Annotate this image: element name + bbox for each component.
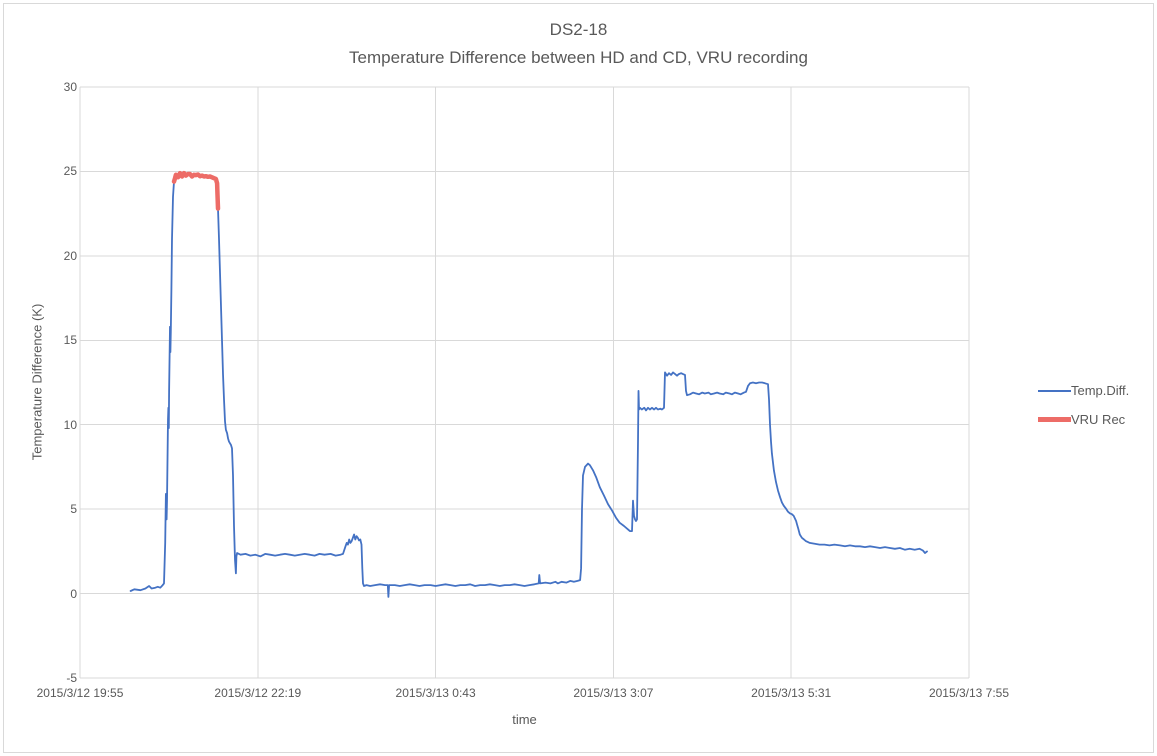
x-tick-label: 2015/3/12 19:55 <box>36 686 124 700</box>
y-tick-label: 15 <box>63 333 77 348</box>
x-tick-label: 2015/3/13 5:31 <box>751 686 832 700</box>
legend-entry-temp-diff[interactable]: Temp.Diff. <box>1038 383 1129 398</box>
chart-subtitle: Temperature Difference between HD and CD… <box>349 48 808 67</box>
x-tick-label: 2015/3/13 7:55 <box>928 686 1010 700</box>
legend-entry-vru-rec[interactable]: VRU Rec <box>1038 412 1129 427</box>
x-axis-title: time <box>512 712 537 727</box>
series-line-vru-rec[interactable] <box>171 170 221 211</box>
chart-title: DS2-18 <box>549 20 608 39</box>
series-group <box>129 170 928 598</box>
chart-title-block: DS2-18 Temperature Difference between HD… <box>0 16 1157 72</box>
y-tick-label: 30 <box>63 80 77 94</box>
y-tick-label: 10 <box>63 417 77 432</box>
y-tick-label: -5 <box>66 671 77 685</box>
y-tick-label: 25 <box>63 164 77 179</box>
legend-label-temp-diff: Temp.Diff. <box>1071 383 1130 398</box>
legend-line-swatch-temp-diff <box>1038 389 1071 392</box>
y-tick-label: 0 <box>70 586 77 601</box>
y-tick-label: 20 <box>63 248 77 263</box>
x-tick-label: 2015/3/13 0:43 <box>395 686 476 700</box>
legend-label-vru-rec: VRU Rec <box>1071 412 1126 427</box>
y-axis-title: Temperature Difference (K) <box>29 303 45 461</box>
series-line-temp-diff[interactable] <box>129 172 928 598</box>
legend: Temp.Diff. VRU Rec <box>1038 383 1129 427</box>
legend-line-swatch-vru-rec <box>1038 417 1071 422</box>
y-tick-label: 5 <box>70 502 77 517</box>
plot-area <box>79 86 970 679</box>
gridlines <box>79 86 970 679</box>
x-tick-label: 2015/3/12 22:19 <box>214 686 302 700</box>
x-tick-label: 2015/3/13 3:07 <box>573 686 654 700</box>
